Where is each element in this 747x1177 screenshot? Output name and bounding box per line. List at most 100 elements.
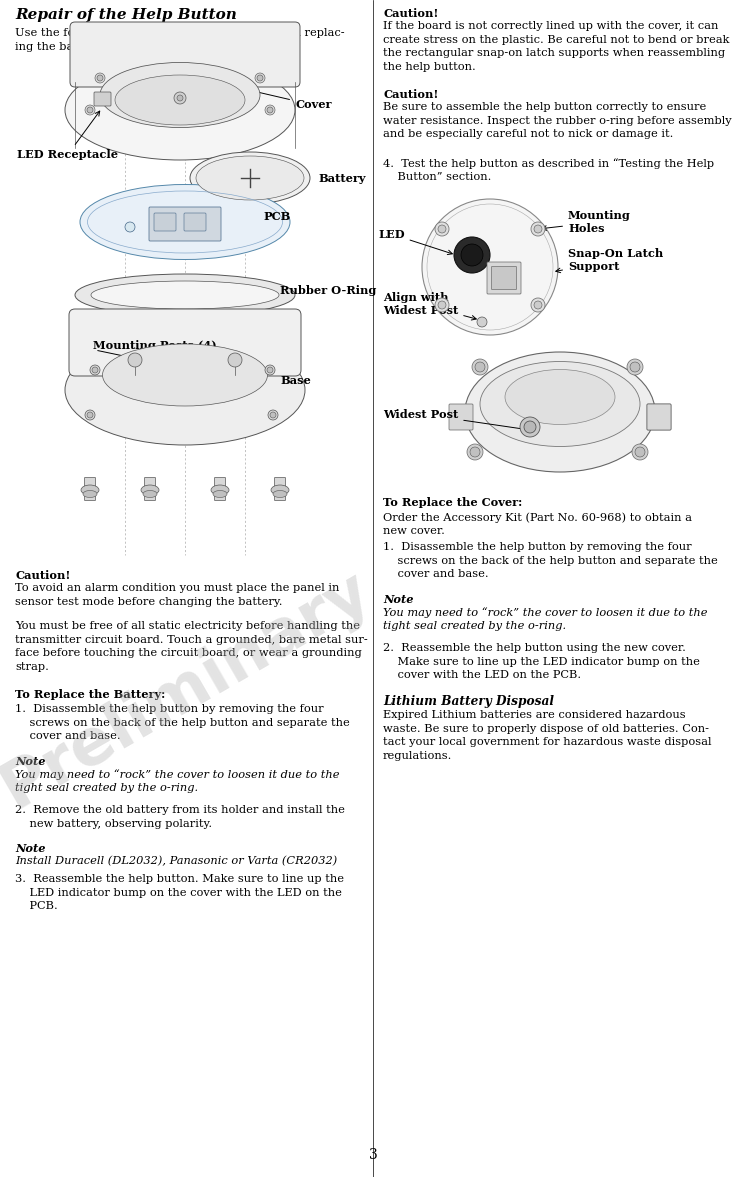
Circle shape bbox=[97, 75, 103, 81]
Circle shape bbox=[228, 353, 242, 367]
Circle shape bbox=[90, 365, 100, 375]
FancyBboxPatch shape bbox=[184, 213, 206, 231]
Circle shape bbox=[270, 412, 276, 418]
Text: Preliminary: Preliminary bbox=[0, 559, 381, 822]
Text: Expired Lithium batteries are considered hazardous
waste. Be sure to properly di: Expired Lithium batteries are considered… bbox=[383, 710, 711, 760]
Circle shape bbox=[438, 301, 446, 310]
FancyBboxPatch shape bbox=[487, 262, 521, 294]
Circle shape bbox=[435, 222, 449, 237]
FancyBboxPatch shape bbox=[492, 266, 516, 290]
FancyBboxPatch shape bbox=[94, 92, 111, 106]
Ellipse shape bbox=[83, 491, 97, 498]
Ellipse shape bbox=[65, 60, 295, 160]
FancyBboxPatch shape bbox=[84, 478, 96, 500]
Ellipse shape bbox=[102, 344, 267, 406]
Text: If the board is not correctly lined up with the cover, it can
create stress on t: If the board is not correctly lined up w… bbox=[383, 21, 729, 72]
Ellipse shape bbox=[271, 485, 289, 496]
Text: Order the Accessory Kit (Part No. 60-968) to obtain a
new cover.: Order the Accessory Kit (Part No. 60-968… bbox=[383, 512, 692, 537]
FancyBboxPatch shape bbox=[449, 404, 473, 430]
Circle shape bbox=[630, 363, 640, 372]
Circle shape bbox=[85, 105, 95, 115]
Circle shape bbox=[531, 222, 545, 237]
FancyBboxPatch shape bbox=[149, 207, 221, 241]
Circle shape bbox=[125, 222, 135, 232]
Circle shape bbox=[268, 410, 278, 420]
Text: To Replace the Battery:: To Replace the Battery: bbox=[15, 689, 165, 700]
Circle shape bbox=[467, 444, 483, 460]
Ellipse shape bbox=[91, 281, 279, 310]
Text: Install Duracell (DL2032), Panasonic or Varta (CR2032): Install Duracell (DL2032), Panasonic or … bbox=[15, 856, 337, 866]
Text: LED: LED bbox=[378, 228, 453, 254]
Text: 1.  Disassemble the help button by removing the four
    screws on the back of t: 1. Disassemble the help button by removi… bbox=[383, 541, 718, 579]
Circle shape bbox=[174, 92, 186, 104]
Text: Widest Post: Widest Post bbox=[383, 408, 526, 431]
Text: You must be free of all static electricity before handling the
transmitter circu: You must be free of all static electrici… bbox=[15, 621, 368, 672]
Ellipse shape bbox=[65, 335, 305, 445]
Ellipse shape bbox=[115, 75, 245, 125]
FancyBboxPatch shape bbox=[274, 478, 285, 500]
Circle shape bbox=[128, 353, 142, 367]
FancyBboxPatch shape bbox=[69, 310, 301, 375]
Circle shape bbox=[472, 359, 488, 375]
FancyBboxPatch shape bbox=[144, 478, 155, 500]
Circle shape bbox=[531, 298, 545, 312]
Text: Snap-On Latch
Support: Snap-On Latch Support bbox=[556, 248, 663, 273]
Circle shape bbox=[520, 417, 540, 437]
Text: To Replace the Cover:: To Replace the Cover: bbox=[383, 497, 522, 508]
Circle shape bbox=[627, 359, 643, 375]
Circle shape bbox=[177, 95, 183, 101]
Text: Mounting Posts (4): Mounting Posts (4) bbox=[93, 340, 217, 351]
Text: You may need to “rock” the cover to loosen it due to the
tight seal created by t: You may need to “rock” the cover to loos… bbox=[383, 607, 707, 631]
Circle shape bbox=[438, 225, 446, 233]
Ellipse shape bbox=[480, 361, 640, 446]
Ellipse shape bbox=[100, 62, 260, 127]
Text: 2.  Remove the old battery from its holder and install the
    new battery, obse: 2. Remove the old battery from its holde… bbox=[15, 805, 345, 829]
Text: 2.  Reassemble the help button using the new cover.
    Make sure to line up the: 2. Reassemble the help button using the … bbox=[383, 643, 700, 680]
Circle shape bbox=[257, 75, 263, 81]
Circle shape bbox=[87, 412, 93, 418]
Ellipse shape bbox=[273, 491, 287, 498]
Circle shape bbox=[95, 73, 105, 84]
Circle shape bbox=[477, 317, 487, 327]
FancyBboxPatch shape bbox=[214, 478, 226, 500]
Circle shape bbox=[85, 410, 95, 420]
Circle shape bbox=[265, 365, 275, 375]
Circle shape bbox=[92, 367, 98, 373]
Circle shape bbox=[454, 237, 490, 273]
Ellipse shape bbox=[143, 491, 157, 498]
Ellipse shape bbox=[196, 157, 304, 200]
Text: Lithium Battery Disposal: Lithium Battery Disposal bbox=[383, 694, 554, 709]
Text: Cover: Cover bbox=[244, 87, 332, 111]
Text: Caution!: Caution! bbox=[15, 570, 70, 581]
Text: You may need to “rock” the cover to loosen it due to the
tight seal created by t: You may need to “rock” the cover to loos… bbox=[15, 769, 339, 793]
Circle shape bbox=[534, 301, 542, 310]
Text: Mounting
Holes: Mounting Holes bbox=[542, 211, 631, 234]
Text: Be sure to assemble the help button correctly to ensure
water resistance. Inspec: Be sure to assemble the help button corr… bbox=[383, 102, 731, 139]
Circle shape bbox=[267, 107, 273, 113]
Text: Use the following diagram and instructions when replac-
ing the battery or cover: Use the following diagram and instructio… bbox=[15, 28, 344, 52]
Ellipse shape bbox=[80, 185, 290, 259]
Text: 3.  Reassemble the help button. Make sure to line up the
    LED indicator bump : 3. Reassemble the help button. Make sure… bbox=[15, 875, 344, 911]
Text: Note: Note bbox=[383, 594, 414, 605]
Circle shape bbox=[534, 225, 542, 233]
Ellipse shape bbox=[505, 370, 615, 425]
Circle shape bbox=[265, 105, 275, 115]
Text: LED Receptacle: LED Receptacle bbox=[17, 111, 118, 160]
Ellipse shape bbox=[81, 485, 99, 496]
Text: Align with
Widest Post: Align with Widest Post bbox=[383, 292, 477, 320]
Circle shape bbox=[435, 298, 449, 312]
Ellipse shape bbox=[75, 274, 295, 315]
Text: Repair of the Help Button: Repair of the Help Button bbox=[15, 8, 237, 22]
Circle shape bbox=[635, 447, 645, 457]
Text: Rubber O-Ring: Rubber O-Ring bbox=[280, 285, 376, 295]
Text: Caution!: Caution! bbox=[383, 89, 438, 100]
Text: Note: Note bbox=[15, 843, 46, 855]
Circle shape bbox=[524, 421, 536, 433]
Text: Battery: Battery bbox=[318, 173, 365, 184]
Ellipse shape bbox=[190, 152, 310, 204]
Text: PCB: PCB bbox=[263, 212, 291, 222]
Text: Caution!: Caution! bbox=[383, 8, 438, 19]
Ellipse shape bbox=[211, 485, 229, 496]
FancyBboxPatch shape bbox=[647, 404, 671, 430]
Circle shape bbox=[632, 444, 648, 460]
